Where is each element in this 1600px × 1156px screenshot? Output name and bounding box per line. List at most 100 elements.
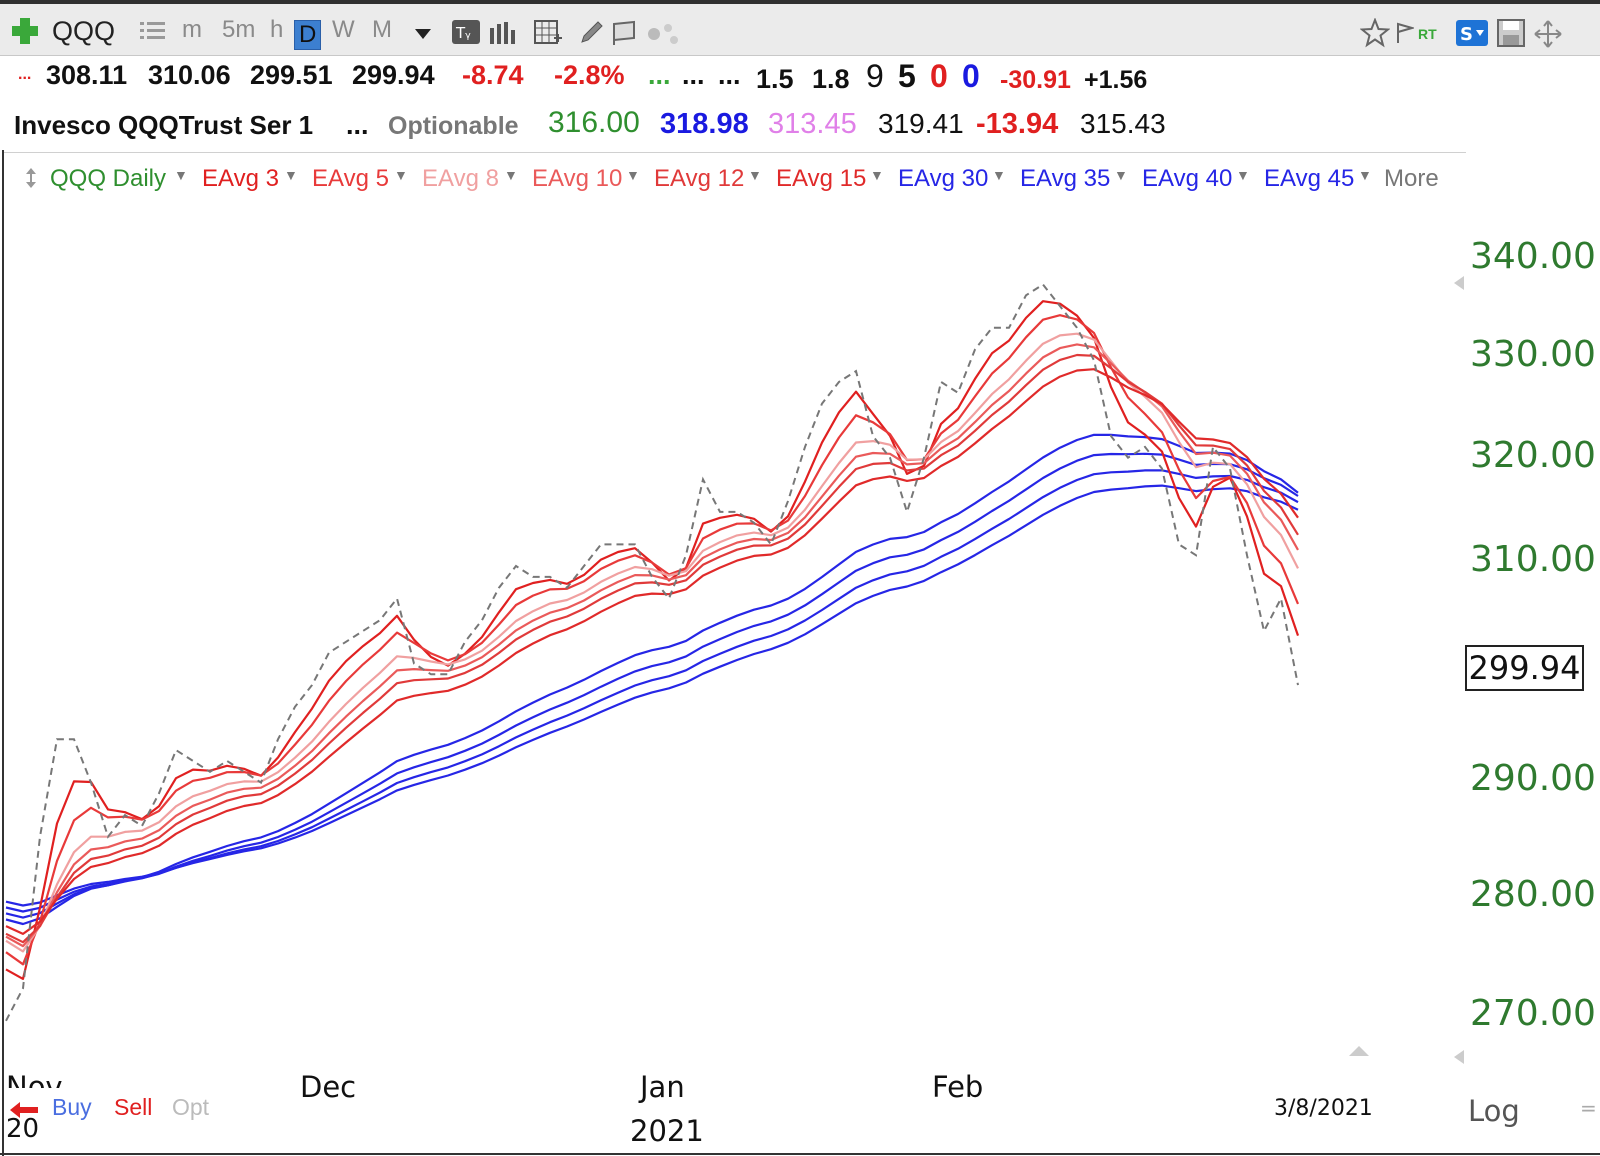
y-tick-320: 320.00: [1470, 435, 1596, 476]
close-line-group: [5, 283, 1299, 1022]
close-price-line: [5, 283, 1299, 1022]
s-icon[interactable]: S: [1456, 20, 1488, 46]
y-tick-310: 310.00: [1470, 539, 1596, 580]
legend-eavg-30[interactable]: EAvg 30: [898, 165, 989, 192]
legend-eavg-5[interactable]: EAvg 5: [312, 165, 389, 192]
legend-eavg-35-dropdown-icon[interactable]: ▼: [1114, 167, 1128, 183]
dots-icon[interactable]: [646, 20, 682, 48]
quote-v7: -30.91: [1000, 66, 1071, 94]
quote-v4: 5: [898, 58, 916, 94]
legend-eavg-8[interactable]: EAvg 8: [422, 165, 499, 192]
x-tick-dec: Dec: [300, 1070, 357, 1104]
legend-eavg-35[interactable]: EAvg 35: [1020, 165, 1111, 192]
x-tick-feb: Feb: [932, 1070, 984, 1104]
quote-v5: 0: [930, 58, 948, 94]
bars-icon[interactable]: [488, 20, 516, 44]
grid-icon[interactable]: [534, 20, 562, 48]
quote-ellipsis-green: ...: [648, 60, 671, 90]
pencil-icon[interactable]: [578, 18, 606, 46]
legend-eavg-8-dropdown-icon[interactable]: ▼: [504, 167, 518, 183]
ema-line-8: [5, 332, 1299, 953]
x-tick-jan: Jan: [640, 1070, 685, 1104]
flag-rt-icon[interactable]: [1396, 22, 1414, 44]
legend-eavg-30-dropdown-icon[interactable]: ▼: [992, 167, 1006, 183]
quote-v3: 9: [866, 58, 884, 94]
legend-eavg-12-dropdown-icon[interactable]: ▼: [748, 167, 762, 183]
legend-eavg-40[interactable]: EAvg 40: [1142, 165, 1233, 192]
price-p6: 315.43: [1080, 108, 1166, 139]
legend-eavg-10[interactable]: EAvg 10: [532, 165, 623, 192]
quote-ellipsis-1: ...: [682, 60, 705, 90]
legend-eavg-15[interactable]: EAvg 15: [776, 165, 867, 192]
quote-open: 308.11: [46, 60, 128, 90]
ema-line-40: [5, 469, 1299, 913]
legend-eavg-10-dropdown-icon[interactable]: ▼: [626, 167, 640, 183]
timeframe-mo[interactable]: M: [372, 16, 392, 43]
dropdown-icon[interactable]: [414, 28, 432, 40]
footer-sell[interactable]: Sell: [114, 1094, 153, 1120]
save-icon[interactable]: [1496, 18, 1526, 48]
svg-text:S: S: [1460, 24, 1473, 45]
ema-line-30: [5, 433, 1299, 926]
quote-v1: 1.5: [756, 64, 794, 94]
legend-eavg-5-dropdown-icon[interactable]: ▼: [394, 167, 408, 183]
x-year-label: 2021: [630, 1114, 704, 1148]
signal-arrow-icon[interactable]: [8, 1098, 40, 1120]
scale-dash-icon[interactable]: =: [1580, 1096, 1597, 1120]
svg-text:Tᵧ: Tᵧ: [455, 24, 471, 42]
legend-eavg-45[interactable]: EAvg 45: [1264, 165, 1355, 192]
legend-eavg-3-dropdown-icon[interactable]: ▼: [284, 167, 298, 183]
legend-eavg-12[interactable]: EAvg 12: [654, 165, 745, 192]
symbol-label[interactable]: QQQ: [52, 16, 116, 46]
price-p4: 319.41: [878, 108, 964, 139]
quote-v2: 1.8: [812, 64, 850, 94]
log-scale-toggle[interactable]: Log: [1468, 1094, 1520, 1128]
legend-more[interactable]: More: [1384, 165, 1439, 192]
price-p1: 316.00: [548, 106, 640, 139]
add-icon[interactable]: [10, 16, 40, 46]
quote-high: 310.06: [148, 60, 231, 90]
quote-change: -8.74: [462, 60, 524, 90]
legend-eavg-45-dropdown-icon[interactable]: ▼: [1358, 167, 1372, 183]
list-icon[interactable]: [140, 20, 166, 42]
timeframe-5m[interactable]: 5m: [222, 16, 256, 43]
x-year-label-left: 20: [6, 1114, 40, 1144]
timeframe-m[interactable]: m: [182, 16, 202, 43]
price-p2: 318.98: [660, 108, 749, 140]
current-price-badge: 299.94: [1465, 645, 1584, 691]
y-tick-330: 330.00: [1470, 334, 1596, 375]
footer-buy[interactable]: Buy: [52, 1094, 92, 1120]
legend-eavg-3[interactable]: EAvg 3: [202, 165, 279, 192]
axis-marker-top-icon: [1454, 276, 1464, 290]
y-tick-280: 280.00: [1470, 874, 1596, 915]
legend-eavg-15-dropdown-icon[interactable]: ▼: [870, 167, 884, 183]
resize-handle-icon[interactable]: [24, 167, 38, 189]
star-icon[interactable]: [1360, 18, 1390, 48]
rt-label[interactable]: RT: [1418, 26, 1437, 42]
flag-icon[interactable]: [610, 20, 638, 46]
timeframe-d[interactable]: D: [294, 20, 322, 50]
footer-opt[interactable]: Opt: [172, 1094, 210, 1120]
text-icon[interactable]: Tᵧ: [452, 20, 480, 44]
quote-ellipsis-2: ...: [718, 60, 741, 90]
scroll-up-icon: [1349, 1046, 1369, 1056]
indicator-legend: QQQ Daily ▼ EAvg 3 ▼ EAvg 5 ▼ EAvg 8 ▼ E…: [4, 152, 1466, 198]
timeframe-h[interactable]: h: [270, 16, 284, 43]
legend-main[interactable]: QQQ Daily: [50, 165, 167, 192]
y-tick-340: 340.00: [1470, 236, 1596, 277]
move-icon[interactable]: [1534, 20, 1562, 48]
quote-change-pct: -2.8%: [554, 60, 625, 90]
ema-line-12: [5, 353, 1299, 944]
price-p5: -13.94: [976, 108, 1059, 140]
timeframe-w[interactable]: W: [332, 16, 355, 43]
y-tick-270: 270.00: [1470, 993, 1596, 1034]
name-ellipsis: ...: [346, 110, 369, 140]
legend-main-dropdown-icon[interactable]: ▼: [174, 167, 188, 183]
x-tick-nov: Nov: [6, 1070, 63, 1088]
quote-lead: ...: [18, 66, 32, 83]
quote-v6: 0: [962, 58, 980, 94]
ema-line-15: [5, 368, 1299, 935]
quote-v8: +1.56: [1084, 66, 1148, 94]
legend-eavg-40-dropdown-icon[interactable]: ▼: [1236, 167, 1250, 183]
